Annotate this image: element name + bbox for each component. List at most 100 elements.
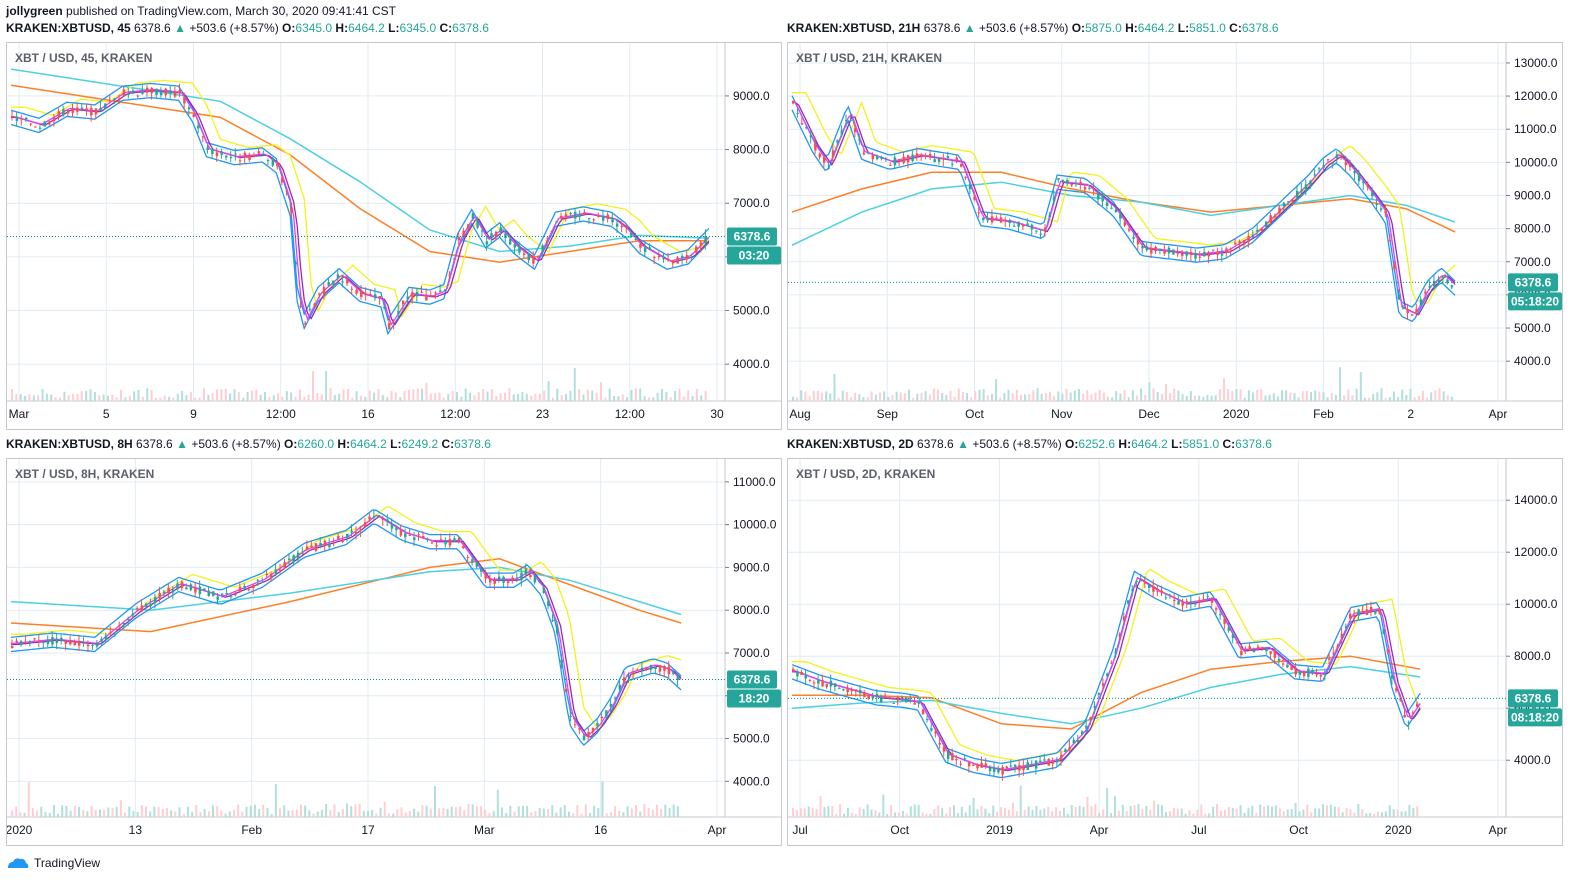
volume-bar	[949, 807, 952, 817]
volume-bar	[843, 813, 846, 817]
volume-bar	[1015, 811, 1018, 817]
candle-body	[1105, 202, 1109, 207]
volume-bar	[626, 397, 629, 401]
volume-bar	[1160, 394, 1163, 401]
volume-bar	[957, 388, 960, 401]
candle-body	[1362, 181, 1365, 184]
candle-body	[234, 153, 237, 155]
candle-body	[1097, 192, 1100, 200]
volume-bar	[609, 812, 612, 817]
volume-bar	[803, 808, 806, 817]
candle-body	[902, 156, 906, 163]
candle-body	[64, 641, 68, 644]
volume-bar	[850, 812, 853, 817]
candle-body	[90, 107, 93, 116]
volume-bar	[1098, 389, 1101, 401]
volume-bar	[635, 805, 638, 817]
candle-body	[1176, 253, 1180, 255]
ribbon-line	[791, 95, 1456, 308]
candle-body	[234, 594, 237, 596]
volume-bar	[285, 391, 288, 401]
volume-bar	[320, 809, 323, 817]
candle-body	[809, 135, 813, 138]
candle-body	[1030, 224, 1034, 230]
volume-bar	[1353, 812, 1356, 817]
last-price: 6378.6	[136, 437, 173, 451]
candle-body	[80, 107, 84, 109]
candle-body	[256, 579, 260, 581]
volume-bar	[228, 811, 231, 817]
ribbon-line	[792, 568, 1421, 762]
volume-bar	[212, 805, 215, 817]
chart-svg[interactable]: 4000.05000.06000.07000.08000.09000.01000…	[788, 43, 1562, 429]
chart-panel-8h[interactable]: 4000.05000.06000.07000.08000.09000.01000…	[6, 458, 782, 846]
volume-bar	[446, 808, 449, 817]
candle-body	[104, 635, 108, 640]
volume-bar	[1204, 813, 1207, 817]
author-name[interactable]: jollygreen	[6, 4, 63, 18]
chart-panel-21h[interactable]: 4000.05000.06000.07000.08000.09000.01000…	[787, 42, 1563, 430]
volume-bar	[1339, 367, 1342, 401]
volume-bar	[988, 813, 991, 817]
volume-bar	[525, 393, 528, 401]
chart-svg[interactable]: 4000.05000.06000.07000.08000.09000.0Mar5…	[7, 43, 781, 429]
volume-bar	[90, 805, 93, 817]
candle-body	[893, 157, 897, 166]
volume-bar	[811, 807, 814, 817]
volume-bar	[792, 396, 794, 401]
volume-bar	[1028, 394, 1031, 401]
volume-bar	[477, 392, 480, 401]
volume-bar	[145, 806, 148, 817]
chart-svg[interactable]: 4000.06000.08000.010000.012000.014000.0J…	[788, 459, 1562, 845]
ribbon-line	[11, 506, 682, 730]
volume-bar	[1102, 392, 1105, 401]
candle-body	[1018, 765, 1021, 771]
volume-bar	[65, 805, 68, 817]
volume-bar	[614, 806, 617, 817]
volume-bar	[140, 805, 143, 817]
volume-bar	[916, 393, 919, 401]
volume-bar	[216, 389, 219, 401]
chart-panel-2d[interactable]: 4000.0 6000.0 8000.0 10000.0 12000.0 14000.0 J…	[787, 458, 1563, 846]
volume-bar	[1289, 392, 1292, 401]
open-value: 6260.0	[297, 437, 335, 451]
candle-body	[1315, 674, 1318, 676]
candle-body	[1110, 207, 1113, 209]
volume-bar	[229, 393, 232, 401]
candle-body	[294, 262, 298, 265]
volume-bar	[835, 813, 838, 817]
volume-bar	[425, 805, 428, 817]
candle-body	[695, 246, 698, 253]
candle-body	[1194, 603, 1197, 605]
volume-bar	[1129, 806, 1132, 817]
candle-body	[829, 680, 833, 687]
candle-body	[28, 641, 32, 643]
candle-body	[34, 126, 37, 128]
candle-body	[457, 236, 461, 241]
candle-body	[648, 247, 652, 250]
volume-bar	[421, 388, 424, 401]
candle-body	[1181, 601, 1184, 606]
volume-bar	[1369, 813, 1372, 817]
volume-bar	[1264, 395, 1267, 401]
price-tag-label: 6378.6	[1515, 275, 1552, 289]
volume-bar	[450, 806, 453, 817]
candle-body	[605, 710, 608, 717]
chart-svg[interactable]: 4000.05000.06000.07000.08000.09000.01000…	[7, 459, 781, 845]
volume-bar	[203, 808, 206, 817]
tradingview-logo[interactable]: TradingView	[6, 856, 100, 870]
candle-body	[1127, 600, 1130, 604]
candle-body	[29, 123, 33, 125]
volume-bar	[1053, 396, 1056, 401]
candle-body	[1388, 240, 1392, 242]
candle-body	[323, 540, 327, 546]
volume-bar	[1073, 390, 1076, 401]
volume-bar	[471, 804, 474, 817]
candle-body	[1009, 765, 1013, 767]
open-value: 5875.0	[1085, 21, 1122, 35]
candle-body	[397, 311, 400, 315]
volume-bar	[283, 805, 286, 817]
candle-body	[825, 684, 829, 687]
volume-bar	[1271, 806, 1274, 817]
chart-panel-45[interactable]: 4000.05000.06000.07000.08000.09000.0Mar5…	[6, 42, 782, 430]
